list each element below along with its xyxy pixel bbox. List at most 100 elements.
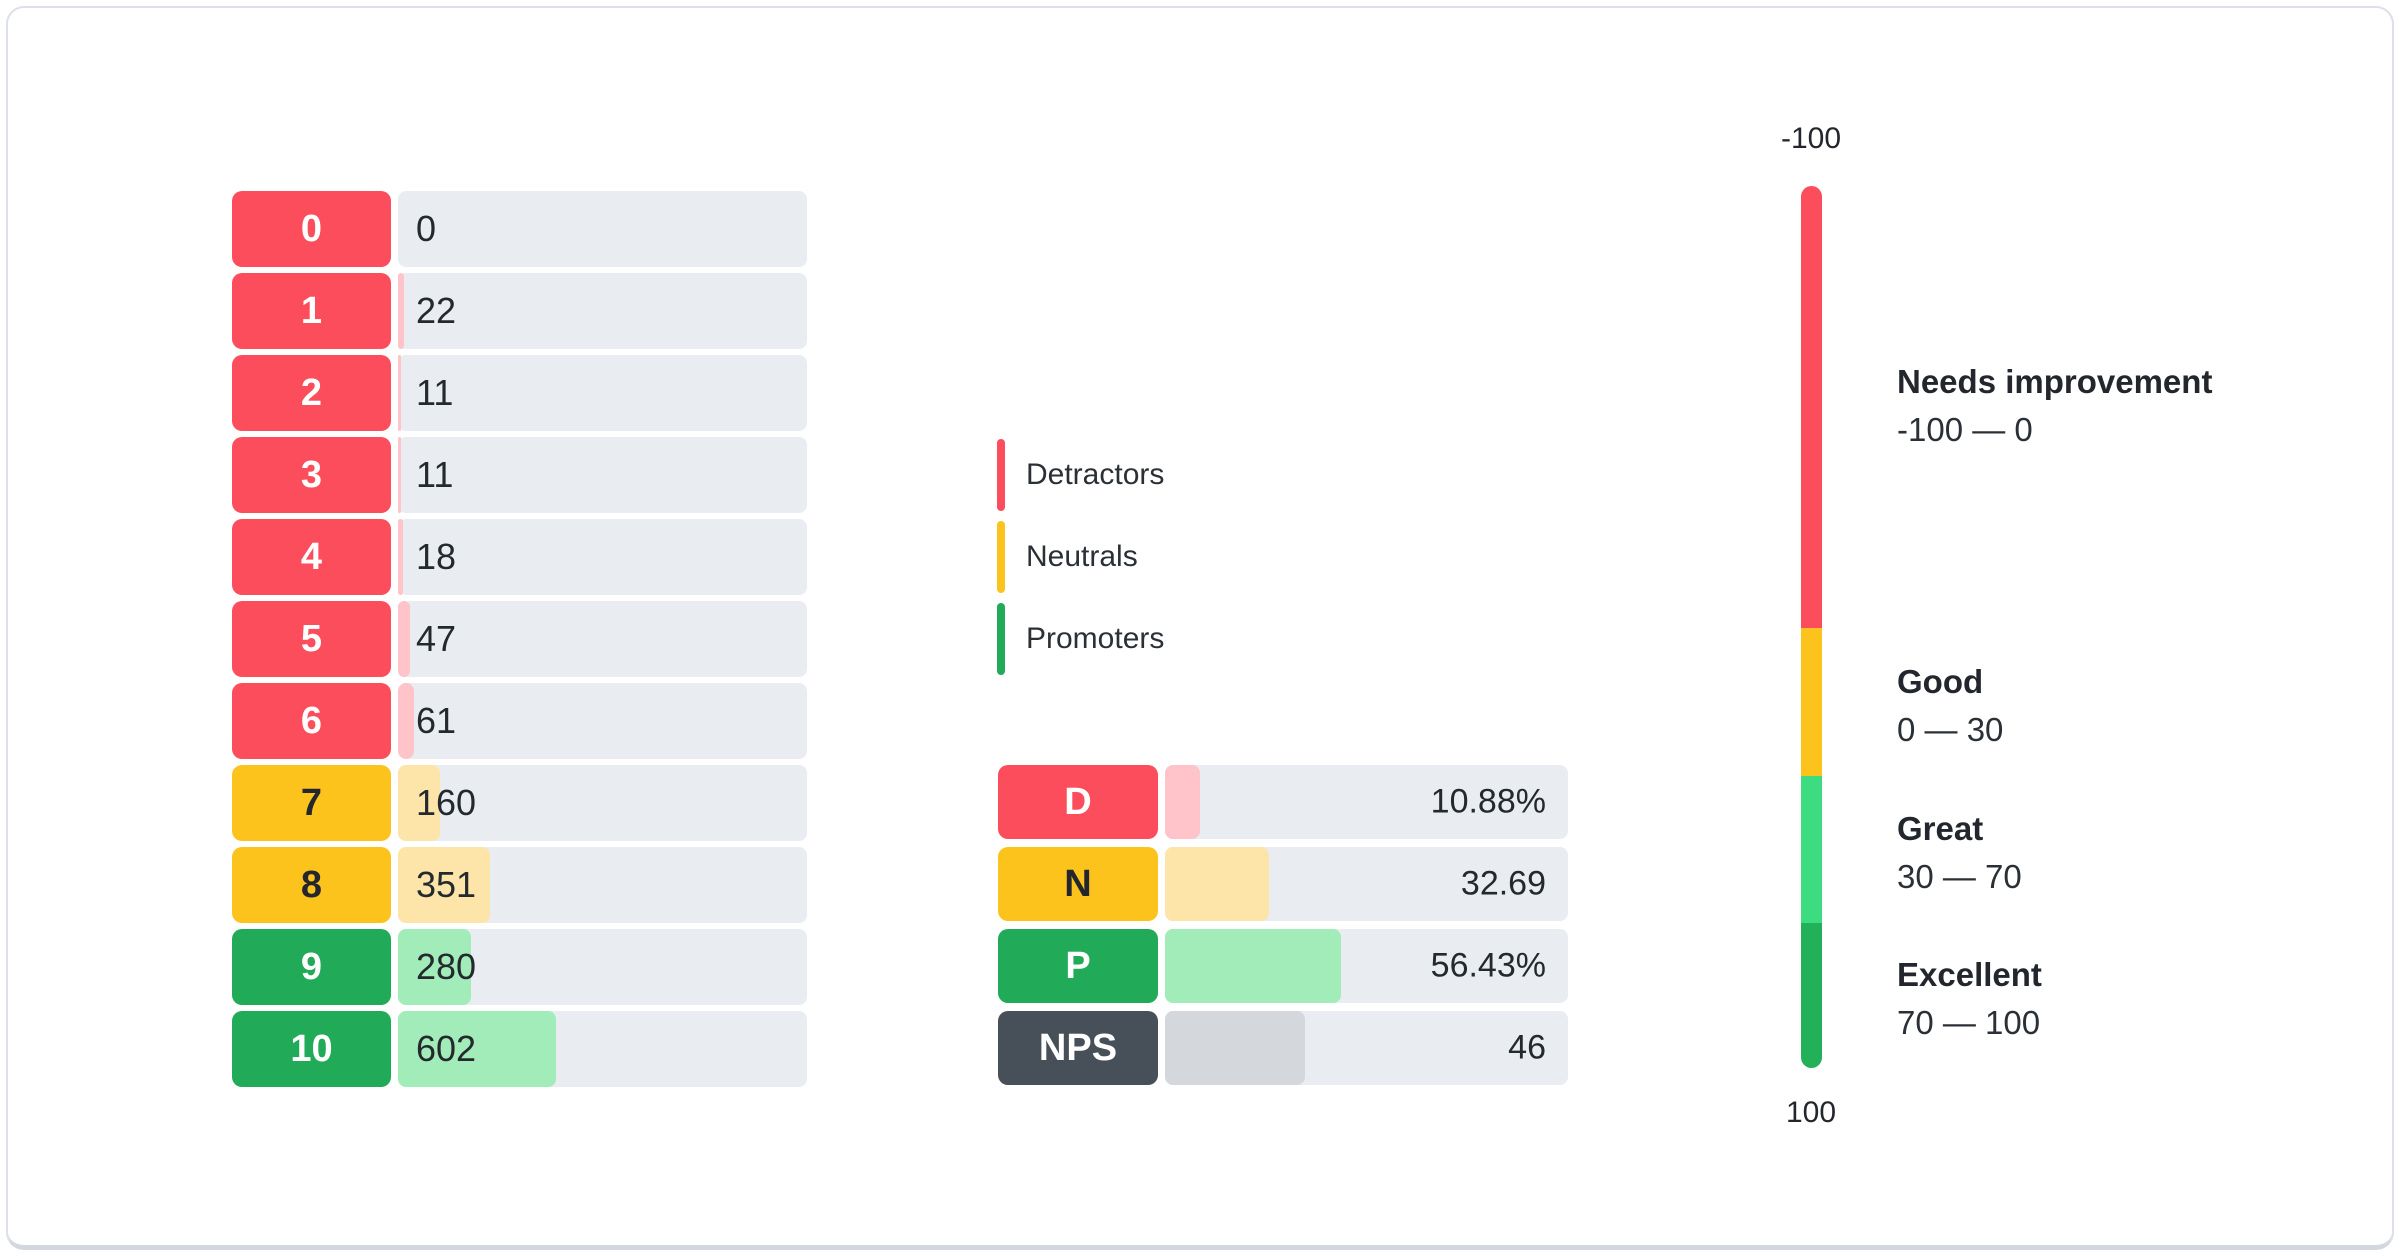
gauge-segment-light_green (1801, 776, 1822, 924)
summary-label: P (998, 929, 1158, 1003)
score-value: 11 (416, 372, 454, 413)
summary-value: 32.69 (1460, 864, 1546, 903)
score-value: 22 (416, 290, 457, 331)
gauge-zone-title: Excellent (1897, 956, 2042, 993)
score-label: 9 (232, 929, 391, 1005)
summary-label: D (998, 765, 1158, 839)
gauge-zone: Needs improvement -100 — 0 (1897, 365, 2212, 447)
score-row: 10 602 (232, 1011, 807, 1087)
summary-row: NPS 46 (998, 1011, 1568, 1085)
summary-row: P 56.43% (998, 929, 1568, 1003)
score-track: 280 (398, 929, 807, 1005)
summary-track: 10.88% (1165, 765, 1568, 839)
score-label: 4 (232, 519, 391, 595)
score-row: 3 11 (232, 437, 807, 513)
score-track: 22 (398, 273, 807, 349)
summary-row: D 10.88% (998, 765, 1568, 839)
score-fill-bar (398, 355, 401, 431)
gauge-zone-title: Good (1897, 663, 1984, 700)
score-fill-bar (398, 765, 440, 841)
score-label: 10 (232, 1011, 391, 1087)
summary-fill-bar (1165, 765, 1201, 839)
score-value: 351 (416, 864, 477, 905)
summary-label: NPS (998, 1011, 1158, 1085)
score-track: 47 (398, 601, 807, 677)
legend: Detractors Neutrals Promoters (997, 439, 1164, 675)
score-fill-bar (398, 683, 414, 759)
score-track: 351 (398, 847, 807, 923)
legend-item[interactable]: Promoters (997, 603, 1164, 675)
summary-track: 56.43% (1165, 929, 1568, 1003)
score-label: 3 (232, 437, 391, 513)
score-row: 4 18 (232, 519, 807, 595)
score-track: 11 (398, 437, 807, 513)
score-track: 0 (398, 191, 807, 267)
gauge-scale-bar (1801, 186, 1822, 1068)
gauge-segment-red (1801, 186, 1822, 628)
gauge-zone-title: Great (1897, 810, 1984, 847)
score-track: 18 (398, 519, 807, 595)
legend-item[interactable]: Detractors (997, 439, 1164, 511)
summary-label: N (998, 847, 1158, 921)
summary-value: 46 (1508, 1028, 1546, 1067)
legend-label: Promoters (1026, 622, 1165, 655)
score-label: 7 (232, 765, 391, 841)
score-row: 8 351 (232, 847, 807, 923)
gauge-zone-range: 30 — 70 (1897, 858, 2022, 895)
score-track: 160 (398, 765, 807, 841)
legend-item[interactable]: Neutrals (997, 521, 1164, 593)
score-value: 602 (416, 1028, 477, 1069)
summary-value: 10.88% (1430, 782, 1546, 821)
score-row: 1 22 (232, 273, 807, 349)
score-row: 0 0 (232, 191, 807, 267)
score-label: 5 (232, 601, 391, 677)
legend-swatch-icon (997, 521, 1005, 593)
legend-label: Detractors (1026, 458, 1165, 491)
gauge-zone: Good 0 — 30 (1897, 665, 2003, 747)
score-fill-bar (398, 601, 411, 677)
gauge-zone-range: 70 — 100 (1897, 1004, 2041, 1041)
score-value: 280 (416, 946, 477, 987)
summary-track: 32.69 (1165, 847, 1568, 921)
score-row: 9 280 (232, 929, 807, 1005)
gauge-segment-yellow (1801, 627, 1822, 777)
gauge-zone-title: Needs improvement (1897, 363, 2213, 400)
score-value: 0 (416, 208, 437, 249)
legend-label: Neutrals (1026, 540, 1138, 573)
gauge-zone: Excellent 70 — 100 (1897, 958, 2042, 1040)
summary-row: N 32.69 (998, 847, 1568, 921)
legend-swatch-icon (997, 439, 1005, 511)
gauge-zone-range: 0 — 30 (1897, 711, 2004, 748)
score-fill-bar (398, 929, 472, 1005)
gauge-min-label: -100 (1780, 122, 1842, 155)
gauge-segment-dark_green (1801, 923, 1822, 1068)
summary-fill-bar (1165, 929, 1342, 1003)
gauge-zone: Great 30 — 70 (1897, 812, 2022, 894)
score-track: 61 (398, 683, 807, 759)
summary-track: 46 (1165, 1011, 1568, 1085)
score-fill-bar (398, 273, 404, 349)
score-label: 1 (232, 273, 391, 349)
score-fill-bar (398, 519, 403, 595)
gauge-zone-range: -100 — 0 (1897, 411, 2033, 448)
summary-fill-bar (1165, 1011, 1305, 1085)
score-label: 8 (232, 847, 391, 923)
score-distribution-chart: 0 0 1 22 2 11 3 11 4 (232, 191, 807, 1087)
score-row: 7 160 (232, 765, 807, 841)
score-track: 602 (398, 1011, 807, 1087)
score-label: 0 (232, 191, 391, 267)
score-row: 2 11 (232, 355, 807, 431)
score-fill-bar (398, 437, 401, 513)
legend-swatch-icon (997, 603, 1005, 675)
score-label: 6 (232, 683, 391, 759)
score-row: 6 61 (232, 683, 807, 759)
gauge-max-label: 100 (1785, 1096, 1837, 1129)
score-value: 18 (416, 536, 457, 577)
summary-value: 56.43% (1430, 946, 1546, 985)
score-value: 160 (416, 782, 477, 823)
score-fill-bar (398, 847, 490, 923)
score-row: 5 47 (232, 601, 807, 677)
nps-summary-chart: D 10.88% N 32.69 P 56.43% NPS 46 (998, 765, 1568, 1085)
score-value: 11 (416, 454, 454, 495)
